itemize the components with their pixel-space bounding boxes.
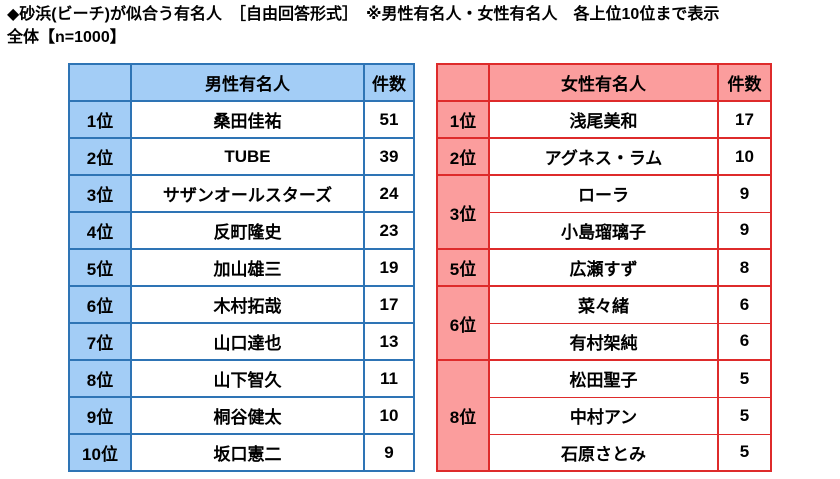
rank-cell: 10位 xyxy=(68,433,132,472)
count-cell: 6 xyxy=(717,322,772,361)
title-line1: ◆砂浜(ビーチ)が似合う有名人 ［自由回答形式］ ※男性有名人・女性有名人 各上… xyxy=(7,6,720,23)
count-cell: 5 xyxy=(717,359,772,398)
rank-cell: 3位 xyxy=(68,174,132,213)
male-table-row: 6位 木村拓哉 17 xyxy=(68,285,415,324)
rank-cell-merged: 8位 xyxy=(436,359,490,472)
count-cell: 8 xyxy=(717,248,772,287)
rank-cell-merged: 6位 xyxy=(436,285,490,361)
male-table-row: 10位 坂口憲二 9 xyxy=(68,433,415,472)
name-cell: 浅尾美和 xyxy=(488,100,719,139)
count-cell: 9 xyxy=(363,433,415,472)
rank-cell: 2位 xyxy=(68,137,132,176)
name-cell: 反町隆史 xyxy=(130,211,365,250)
rank-cell: 5位 xyxy=(68,248,132,287)
name-cell: 松田聖子 xyxy=(488,359,719,398)
male-table-row: 9位 桐谷健太 10 xyxy=(68,396,415,435)
female-table-row: 8位 松田聖子 5 xyxy=(436,359,772,472)
page-title: ◆砂浜(ビーチ)が似合う有名人 ［自由回答形式］ ※男性有名人・女性有名人 各上… xyxy=(7,3,719,49)
female-table-row: 5位 広瀬すず 8 xyxy=(436,248,772,287)
male-table-row: 2位 TUBE 39 xyxy=(68,137,415,176)
name-cell: 小島瑠璃子 xyxy=(488,211,719,250)
name-cell: 山口達也 xyxy=(130,322,365,361)
rank-cell: 4位 xyxy=(68,211,132,250)
name-cell: 桐谷健太 xyxy=(130,396,365,435)
name-cell: TUBE xyxy=(130,137,365,176)
name-cell: 桑田佳祐 xyxy=(130,100,365,139)
name-cell: 菜々緒 xyxy=(488,285,719,324)
rank-cell: 7位 xyxy=(68,322,132,361)
name-cell: 坂口憲二 xyxy=(130,433,365,472)
name-cell: サザンオールスターズ xyxy=(130,174,365,213)
female-table-row: 有村架純 6 xyxy=(437,322,772,361)
count-cell: 23 xyxy=(363,211,415,250)
count-cell: 51 xyxy=(363,100,415,139)
male-rank-header-cell xyxy=(68,63,132,102)
female-table-row: 石原さとみ 5 xyxy=(437,433,772,472)
rank-cell: 8位 xyxy=(68,359,132,398)
name-cell: ローラ xyxy=(488,174,719,213)
female-header-row: 女性有名人 件数 xyxy=(436,63,772,102)
count-cell: 24 xyxy=(363,174,415,213)
title-line2: 全体【n=1000】 xyxy=(7,29,126,46)
count-cell: 19 xyxy=(363,248,415,287)
male-table-row: 5位 加山雄三 19 xyxy=(68,248,415,287)
male-table-row: 1位 桑田佳祐 51 xyxy=(68,100,415,139)
count-cell: 13 xyxy=(363,322,415,361)
male-table-row: 4位 反町隆史 23 xyxy=(68,211,415,250)
rank-cell: 5位 xyxy=(436,248,490,287)
name-cell: 石原さとみ xyxy=(488,433,719,472)
male-table-row: 8位 山下智久 11 xyxy=(68,359,415,398)
male-table-row: 7位 山口達也 13 xyxy=(68,322,415,361)
rank-cell: 9位 xyxy=(68,396,132,435)
count-cell: 11 xyxy=(363,359,415,398)
name-cell: 有村架純 xyxy=(488,322,719,361)
male-header-row: 男性有名人 件数 xyxy=(68,63,415,102)
name-cell: 木村拓哉 xyxy=(130,285,365,324)
male-celebrities-table: 男性有名人 件数 1位 桑田佳祐 51 2位 TUBE 39 3位 サザンオール… xyxy=(68,63,415,472)
male-table-row: 3位 サザンオールスターズ 24 xyxy=(68,174,415,213)
count-cell: 5 xyxy=(717,433,772,472)
name-cell: 山下智久 xyxy=(130,359,365,398)
rank-cell-merged: 3位 xyxy=(436,174,490,250)
name-cell: 中村アン xyxy=(488,396,719,435)
rank-cell: 6位 xyxy=(68,285,132,324)
count-cell: 10 xyxy=(717,137,772,176)
name-cell: アグネス・ラム xyxy=(488,137,719,176)
count-cell: 17 xyxy=(363,285,415,324)
male-count-header-cell: 件数 xyxy=(363,63,415,102)
count-cell: 9 xyxy=(717,211,772,250)
count-cell: 5 xyxy=(717,396,772,435)
rank-cell: 1位 xyxy=(436,100,490,139)
female-table-row: 中村アン 5 xyxy=(437,396,772,435)
female-count-header-cell: 件数 xyxy=(717,63,772,102)
male-name-header-cell: 男性有名人 xyxy=(130,63,365,102)
female-table-row: 小島瑠璃子 9 xyxy=(437,211,772,250)
female-table-row: 2位 アグネス・ラム 10 xyxy=(436,137,772,176)
count-cell: 39 xyxy=(363,137,415,176)
female-table-row: 1位 浅尾美和 17 xyxy=(436,100,772,139)
name-cell: 加山雄三 xyxy=(130,248,365,287)
rank-cell: 2位 xyxy=(436,137,490,176)
count-cell: 10 xyxy=(363,396,415,435)
female-table-row: 6位 菜々緒 6 xyxy=(436,285,772,361)
female-rank-header-cell xyxy=(436,63,490,102)
name-cell: 広瀬すず xyxy=(488,248,719,287)
count-cell: 17 xyxy=(717,100,772,139)
count-cell: 9 xyxy=(717,174,772,213)
rank-cell: 1位 xyxy=(68,100,132,139)
female-celebrities-table: 女性有名人 件数 1位 浅尾美和 17 2位 アグネス・ラム 10 3位 ローラ… xyxy=(436,63,772,472)
female-name-header-cell: 女性有名人 xyxy=(488,63,719,102)
count-cell: 6 xyxy=(717,285,772,324)
female-table-row: 3位 ローラ 9 xyxy=(436,174,772,250)
